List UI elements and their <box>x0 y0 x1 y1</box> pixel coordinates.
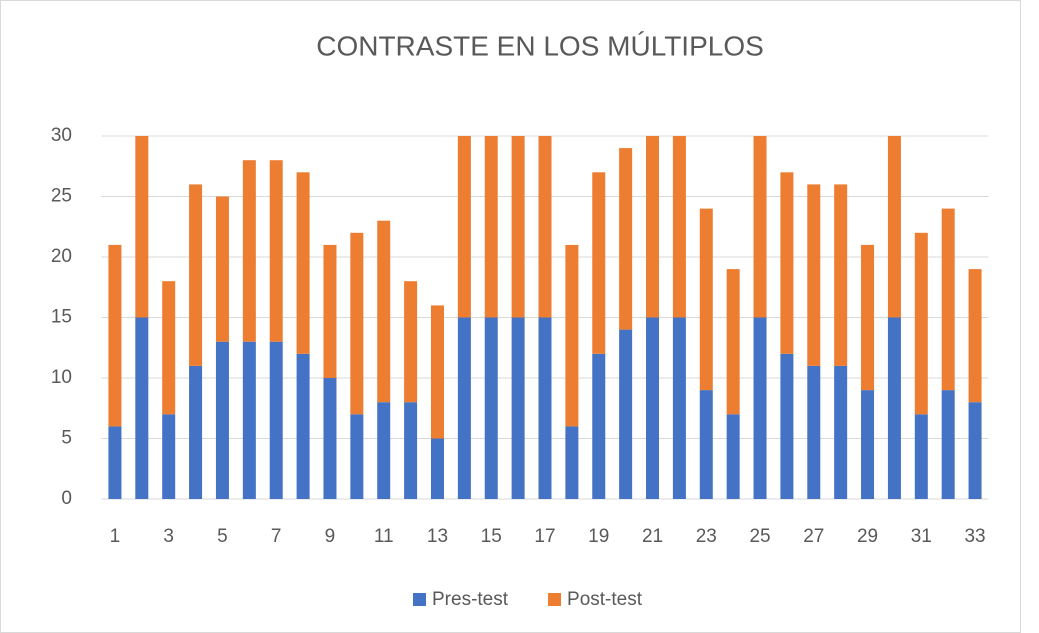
x-tick-label: 3 <box>163 526 174 547</box>
bar-segment <box>672 136 686 318</box>
bar-segment <box>162 414 176 499</box>
bar-segment <box>914 232 928 415</box>
bar-segment <box>296 172 310 354</box>
bar-segment <box>861 390 875 499</box>
bar-segment <box>377 402 391 499</box>
bar-segment <box>430 305 444 439</box>
bar-segment <box>968 269 982 403</box>
bar-segment <box>484 317 498 499</box>
bar-segment <box>941 208 955 391</box>
bar-segment <box>269 341 283 499</box>
bar-segment <box>404 281 418 403</box>
x-tick-label: 15 <box>481 526 502 547</box>
bar-segment <box>108 426 122 499</box>
bar-segment <box>592 353 606 499</box>
bar-segment <box>646 317 660 499</box>
chart-title: CONTRASTE EN LOS MÚLTIPLOS <box>316 30 764 61</box>
bar-segment <box>834 184 848 366</box>
legend-label: Pres-test <box>432 589 509 610</box>
bar-segment <box>807 365 821 499</box>
bar-segment <box>646 136 660 318</box>
bar-segment <box>726 269 740 415</box>
x-tick-label: 17 <box>534 526 555 547</box>
bar-segment <box>457 136 471 318</box>
bar-segment <box>350 414 364 499</box>
y-tick-label: 0 <box>61 488 72 509</box>
y-tick-label: 15 <box>51 307 72 328</box>
bar-segment <box>941 390 955 499</box>
bar-segment <box>108 244 122 427</box>
bar-segment <box>565 244 579 427</box>
bar-segment <box>296 353 310 499</box>
bar-segment <box>672 317 686 499</box>
bar-segment <box>135 317 149 499</box>
bar-segment <box>377 220 391 403</box>
bar-segment <box>887 317 901 499</box>
bar-segment <box>538 136 552 318</box>
x-tick-label: 21 <box>642 526 663 547</box>
bar-segment <box>834 365 848 499</box>
bar-segment <box>968 402 982 499</box>
bar-segment <box>350 232 364 415</box>
bar-segment <box>511 136 525 318</box>
bar-segment <box>430 438 444 499</box>
bar-segment <box>807 184 821 366</box>
bar-segment <box>914 414 928 499</box>
x-tick-label: 7 <box>271 526 282 547</box>
x-tick-label: 31 <box>911 526 932 547</box>
y-tick-label: 20 <box>51 246 72 267</box>
x-tick-label: 23 <box>696 526 717 547</box>
y-tick-label: 25 <box>51 186 72 207</box>
x-tick-label: 11 <box>374 526 394 547</box>
bar-segment <box>189 184 203 366</box>
bar-segment <box>215 341 229 499</box>
bar-segment <box>592 172 606 354</box>
bar-segment <box>780 353 794 499</box>
y-tick-label: 10 <box>51 367 72 388</box>
bar-segment <box>242 160 256 342</box>
bar-segment <box>484 136 498 318</box>
bar-segment <box>215 196 229 342</box>
x-tick-label: 19 <box>588 526 609 547</box>
x-tick-label: 13 <box>427 526 448 547</box>
bar-segment <box>887 136 901 318</box>
bar-segment <box>511 317 525 499</box>
x-tick-label: 29 <box>857 526 878 547</box>
bar-segment <box>726 414 740 499</box>
x-tick-label: 9 <box>325 526 336 547</box>
bar-segment <box>242 341 256 499</box>
bar-segment <box>457 317 471 499</box>
bar-segment <box>162 281 176 415</box>
legend-swatch <box>413 593 426 606</box>
x-tick-label: 5 <box>217 526 228 547</box>
bar-segment <box>699 208 713 391</box>
x-tick-label: 25 <box>749 526 770 547</box>
bar-segment <box>619 148 633 330</box>
x-tick-label: 1 <box>110 526 121 547</box>
bar-segment <box>323 244 337 378</box>
bar-segment <box>699 390 713 499</box>
bar-segment <box>861 244 875 391</box>
bar-segment <box>538 317 552 499</box>
y-tick-label: 30 <box>51 125 72 146</box>
bar-segment <box>753 136 767 318</box>
bar-segment <box>619 329 633 499</box>
bar-segment <box>323 378 337 499</box>
legend-swatch <box>548 593 562 606</box>
bar-segment <box>404 402 418 499</box>
bar-segment <box>135 136 149 318</box>
bar-segment <box>269 160 283 342</box>
bar-segment <box>565 426 579 499</box>
legend-label: Post-test <box>567 589 643 610</box>
x-tick-label: 33 <box>964 526 985 547</box>
bar-segment <box>753 317 767 499</box>
bar-segment <box>189 365 203 499</box>
bar-segment <box>780 172 794 354</box>
x-tick-label: 27 <box>803 526 824 547</box>
y-tick-label: 5 <box>61 428 72 449</box>
